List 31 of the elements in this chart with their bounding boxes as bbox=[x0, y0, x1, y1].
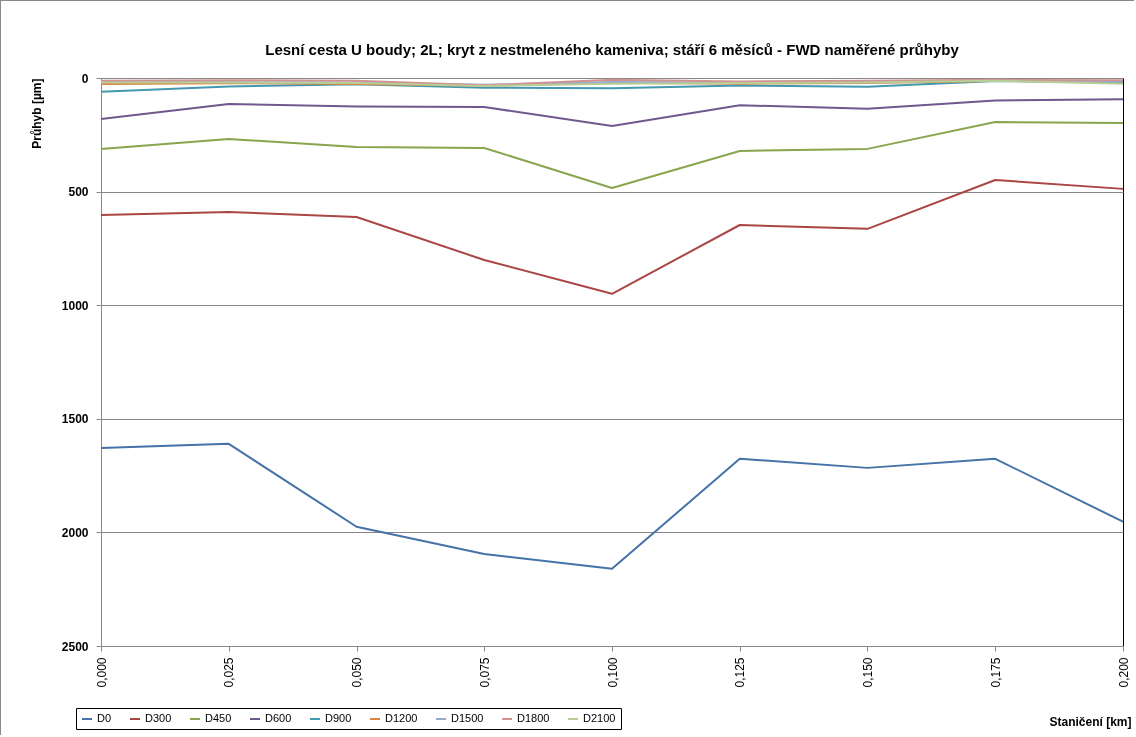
y-tick-label: 0 bbox=[81, 71, 89, 86]
line-series bbox=[100, 179, 1124, 295]
legend-label: D600 bbox=[265, 712, 292, 724]
x-tick-label: 0,175 bbox=[988, 657, 1003, 688]
line-series bbox=[100, 98, 1124, 127]
legend-label: D1200 bbox=[385, 712, 418, 724]
x-tick-label: 0,150 bbox=[861, 657, 875, 688]
legend-label: D450 bbox=[205, 712, 232, 724]
x-tick-label: 0,075 bbox=[477, 657, 492, 688]
chart-title: Lesní cesta U boudy; 2L; kryt z nestmeleného kameniva; stáří 6 měsíců - FWD naměřené průhyby bbox=[265, 41, 960, 58]
legend-label: D0 bbox=[97, 712, 112, 724]
x-tick-label: 0,200 bbox=[1116, 657, 1131, 688]
x-axis-title: Staničení [km] bbox=[1049, 714, 1132, 729]
line-series bbox=[100, 442, 1124, 570]
line-series bbox=[100, 121, 1124, 189]
y-tick-label: 2500 bbox=[61, 639, 89, 654]
y-tick-label: 500 bbox=[68, 185, 89, 200]
y-axis-title: Průhyb [µm] bbox=[29, 78, 44, 149]
x-tick-label: 0,050 bbox=[350, 657, 364, 688]
x-tick-label: 0,125 bbox=[733, 657, 748, 688]
x-tick-label: 0,025 bbox=[222, 657, 237, 688]
y-tick-label: 1500 bbox=[61, 412, 89, 427]
y-tick-label: 1000 bbox=[61, 298, 89, 313]
y-tick-label: 2000 bbox=[61, 525, 89, 540]
legend-label: D1500 bbox=[451, 712, 484, 724]
legend-label: D900 bbox=[325, 712, 352, 724]
legend-label: D1800 bbox=[517, 712, 550, 724]
legend-label: D300 bbox=[145, 712, 172, 724]
legend-label: D2100 bbox=[583, 712, 616, 724]
x-tick-label: 0,000 bbox=[94, 657, 109, 688]
x-tick-label: 0,100 bbox=[605, 657, 620, 688]
